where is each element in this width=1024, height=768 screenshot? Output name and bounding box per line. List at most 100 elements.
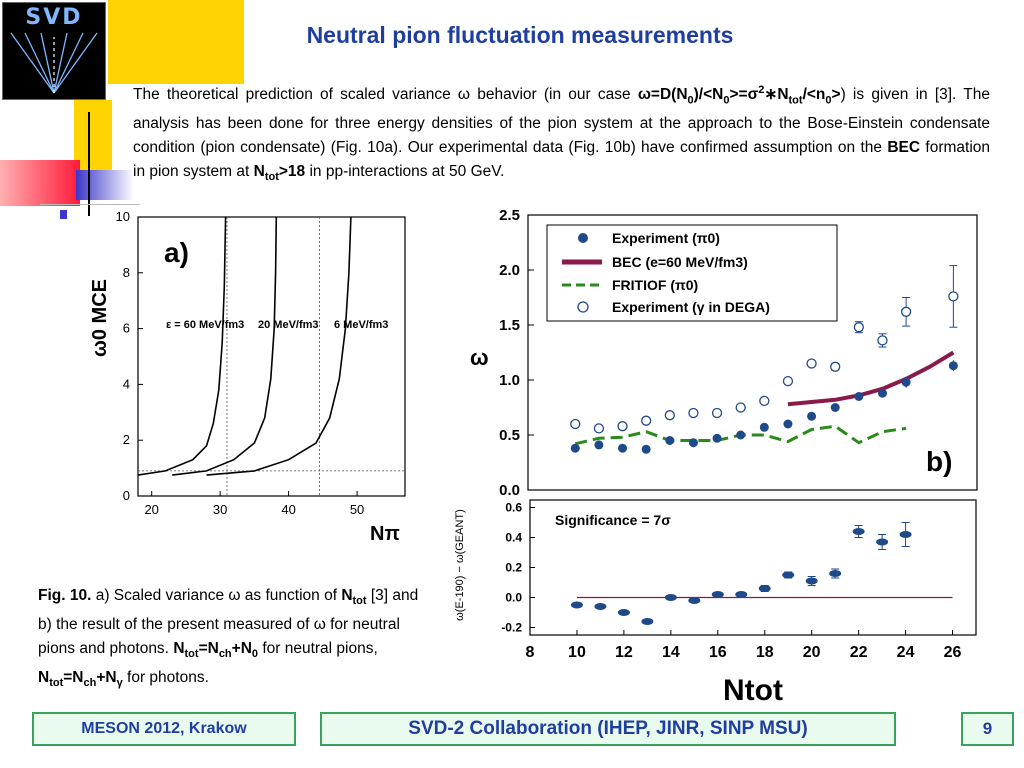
curve-label: ε = 60 MeV/fm3 (166, 319, 244, 331)
difference-point (782, 571, 795, 579)
difference-point (711, 591, 724, 598)
text-run: )/<N (693, 86, 724, 104)
decor-red-block (0, 160, 80, 206)
legend-box (546, 224, 838, 322)
y-tick-label: 0.6 (505, 501, 522, 515)
pion-point (594, 440, 604, 450)
gamma-point (853, 322, 864, 333)
pion-point (736, 430, 746, 440)
pion-point (618, 443, 628, 453)
decor-gray-line (40, 204, 140, 205)
legend-marker (577, 301, 589, 313)
series-curve (137, 216, 227, 476)
pion-point (830, 403, 840, 412)
gamma-point (759, 395, 770, 407)
difference-point (876, 538, 889, 546)
series-curve (206, 216, 352, 476)
gamma-point (617, 421, 628, 432)
gamma-point (688, 407, 699, 419)
text-run: N (253, 163, 265, 181)
legend-label: Experiment (π0) (612, 230, 720, 246)
difference-point (805, 577, 818, 585)
logo-text: SVD (25, 5, 83, 30)
chart-b: 0.0 0.5 1.0 1.5 2.0 2.5 ω Experiment (π0) BEC (e… (470, 207, 978, 499)
text-run: >18 (278, 163, 306, 181)
x-tick-label: 40 (281, 502, 295, 517)
text-run: =N (63, 669, 84, 687)
gamma-point (782, 375, 794, 387)
text-run: N (38, 669, 50, 687)
x-tick-label: 18 (756, 644, 774, 661)
y-tick-label: 0.0 (505, 591, 522, 605)
annotation: Significance = 7σ (555, 512, 671, 528)
text-run: ω=D(N (637, 86, 688, 104)
text-run: BEC (887, 139, 921, 157)
text-run: ch (83, 677, 97, 690)
x-tick-label: 20 (803, 644, 821, 661)
x-tick-label: 50 (350, 502, 364, 517)
text-run: for photons. (122, 669, 209, 687)
pion-point (901, 377, 911, 387)
footer-collaboration: SVD-2 Collaboration (IHEP, JINR, SINP MS… (320, 712, 896, 746)
text-run: ∗N (764, 86, 789, 104)
difference-point (899, 531, 912, 538)
text-run: 0 (825, 94, 832, 107)
pion-point (759, 422, 769, 432)
text-run: =N (198, 640, 219, 658)
difference-point (664, 594, 677, 601)
text-run: tot (788, 94, 803, 107)
x-tick-label: 16 (709, 644, 727, 661)
pion-point (807, 411, 817, 421)
pion-point (948, 361, 958, 371)
gamma-point (830, 361, 841, 372)
chart-significance: -0.2 0.0 0.2 0.4 0.6 8 10 12 14 16 18 20 22 24 26 Signi… (454, 499, 977, 705)
difference-point (617, 609, 630, 616)
text-run: 0 (251, 648, 259, 661)
x-tick-label: 24 (897, 644, 915, 661)
text-run: tot (49, 677, 64, 690)
y-tick-label: 1.0 (499, 372, 520, 389)
y-tick-label: -0.2 (501, 621, 522, 635)
y-tick-label: 0 (123, 488, 130, 503)
svd-logo: SVD (2, 2, 106, 100)
page-number: 9 (961, 712, 1014, 746)
plot-frame (527, 214, 978, 491)
text-run: ω (457, 86, 471, 104)
pion-point (854, 392, 864, 401)
pion-point (783, 419, 793, 429)
text-run: formation in pion system at (133, 139, 991, 181)
pion-point (712, 433, 722, 443)
legend-label: FRITIOF (π0) (612, 277, 698, 293)
gamma-point (735, 402, 746, 413)
difference-point (758, 585, 771, 592)
plot-frame (137, 216, 406, 497)
bec-line (787, 350, 955, 407)
y-tick-label: 2.0 (499, 262, 520, 279)
text-run: /<n (802, 86, 826, 104)
decor-yellow-block (108, 0, 244, 84)
pion-point (877, 388, 887, 398)
text-run: tot (352, 595, 367, 608)
text-run: >=σ (729, 86, 759, 104)
x-tick-label: 14 (662, 644, 680, 661)
x-tick-label: 26 (944, 644, 962, 661)
gamma-point (570, 418, 581, 430)
x-axis-label: Nπ (370, 523, 400, 545)
text-run: The theoretical prediction of scaled var… (133, 86, 458, 104)
panel-label: b) (926, 446, 952, 477)
text-run: a) Scaled variance ω as function of (91, 587, 342, 604)
y-axis-label: ω0 MCE (89, 279, 111, 357)
gamma-point (948, 291, 959, 302)
footer-conference: MESON 2012, Krakow (32, 712, 296, 746)
gamma-point (900, 306, 912, 317)
gamma-point (664, 410, 675, 421)
y-tick-label: 8 (123, 265, 130, 280)
decor-blue-block (76, 170, 134, 200)
gamma-point (877, 335, 888, 346)
y-tick-label: 0.4 (505, 531, 522, 545)
gamma-point (593, 423, 605, 434)
pion-point (570, 443, 580, 453)
gamma-point (806, 358, 817, 369)
text-run: 0 (687, 94, 694, 107)
text-run: [3] and b) the result of the present mea… (38, 587, 419, 658)
